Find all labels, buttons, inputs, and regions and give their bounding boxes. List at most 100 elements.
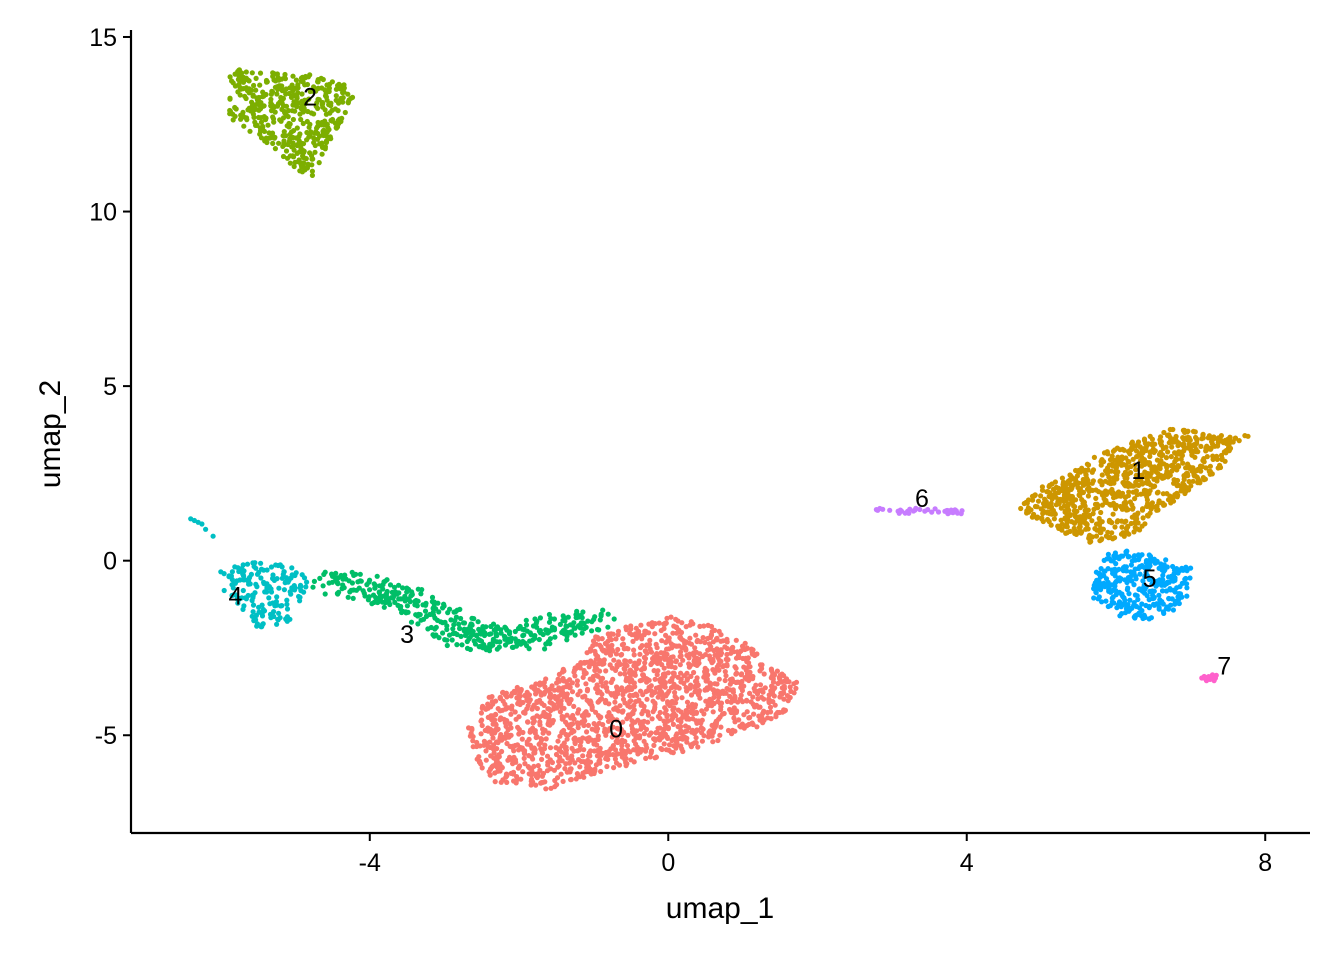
point-cluster-0 — [669, 712, 675, 719]
point-cluster-3 — [561, 630, 567, 636]
point-cluster-1 — [1112, 447, 1118, 453]
point-cluster-0 — [624, 716, 630, 722]
point-cluster-4 — [304, 579, 310, 585]
point-cluster-1 — [1163, 455, 1169, 461]
point-cluster-0 — [502, 717, 508, 723]
point-cluster-0 — [674, 695, 680, 702]
point-cluster-2 — [300, 109, 306, 115]
point-cluster-2 — [304, 129, 310, 136]
point-cluster-3 — [444, 642, 450, 649]
point-cluster-2 — [321, 132, 327, 139]
point-cluster-0 — [681, 733, 687, 740]
cluster-label-0: 0 — [609, 715, 623, 743]
point-cluster-4 — [254, 621, 260, 627]
point-cluster-1 — [1108, 502, 1114, 508]
point-cluster-0 — [478, 710, 484, 716]
point-cluster-5 — [1104, 556, 1110, 562]
point-cluster-1 — [1150, 441, 1156, 447]
point-cluster-5 — [1187, 575, 1193, 581]
point-cluster-4 — [303, 584, 309, 590]
point-cluster-3 — [573, 614, 580, 621]
point-cluster-0 — [686, 640, 692, 646]
point-cluster-3 — [477, 637, 483, 644]
point-cluster-3 — [471, 616, 477, 622]
point-cluster-1 — [1131, 529, 1137, 535]
point-cluster-5 — [1172, 598, 1178, 604]
point-cluster-0 — [491, 742, 497, 748]
point-cluster-0 — [686, 725, 692, 731]
point-cluster-0 — [674, 731, 680, 737]
point-cluster-4 — [289, 565, 295, 571]
point-cluster-1 — [1042, 496, 1048, 502]
point-cluster-1 — [1077, 505, 1083, 511]
point-cluster-0 — [708, 701, 714, 707]
point-cluster-5 — [1105, 603, 1111, 610]
point-cluster-0 — [645, 712, 652, 718]
point-cluster-3 — [392, 589, 399, 595]
point-cluster-0 — [508, 711, 514, 717]
point-cluster-3 — [364, 582, 370, 588]
point-cluster-0 — [592, 648, 598, 655]
point-cluster-4 — [226, 574, 232, 580]
cluster-7-points — [1199, 672, 1219, 684]
point-cluster-1 — [1089, 487, 1096, 493]
point-cluster-0 — [521, 750, 528, 756]
point-cluster-1 — [1084, 481, 1090, 487]
point-cluster-0 — [708, 623, 715, 630]
point-cluster-0 — [690, 621, 696, 627]
point-cluster-1 — [1140, 459, 1147, 465]
point-cluster-0 — [687, 635, 693, 641]
point-cluster-3 — [408, 619, 415, 625]
cluster-label-2: 2 — [303, 83, 317, 111]
point-cluster-1 — [1180, 427, 1186, 433]
point-cluster-0 — [724, 651, 730, 658]
point-cluster-2 — [301, 149, 307, 156]
point-cluster-3 — [440, 630, 446, 636]
point-cluster-0 — [704, 676, 710, 682]
point-cluster-0 — [470, 744, 476, 750]
point-cluster-3 — [527, 630, 533, 636]
point-cluster-0 — [673, 659, 679, 665]
point-cluster-1 — [1130, 456, 1136, 462]
point-cluster-0 — [620, 719, 626, 725]
point-cluster-0 — [623, 760, 629, 766]
point-cluster-0 — [497, 768, 503, 774]
point-cluster-3 — [429, 599, 435, 605]
point-cluster-2 — [345, 91, 351, 97]
point-cluster-0 — [591, 741, 597, 747]
point-cluster-0 — [705, 647, 711, 653]
point-cluster-5 — [1166, 595, 1172, 602]
point-cluster-1 — [1093, 521, 1100, 527]
point-cluster-0 — [757, 704, 763, 710]
point-cluster-1 — [1154, 490, 1160, 496]
point-cluster-0 — [676, 685, 682, 691]
point-cluster-3 — [405, 609, 411, 615]
point-cluster-3 — [520, 638, 526, 645]
point-cluster-3 — [332, 574, 338, 580]
point-cluster-3 — [557, 621, 564, 628]
point-cluster-0 — [673, 739, 679, 745]
x-tick-label: 0 — [661, 849, 675, 877]
point-cluster-5 — [1147, 588, 1153, 595]
point-cluster-3 — [503, 625, 509, 631]
point-cluster-0 — [739, 643, 746, 649]
point-cluster-3 — [479, 626, 485, 632]
point-cluster-0 — [571, 728, 577, 734]
point-cluster-0 — [659, 638, 665, 644]
point-cluster-6 — [917, 506, 923, 513]
point-cluster-0 — [569, 689, 576, 695]
point-cluster-0 — [647, 646, 653, 652]
point-cluster-3 — [430, 605, 436, 612]
point-cluster-0 — [643, 726, 650, 733]
point-cluster-3 — [397, 606, 403, 612]
point-cluster-5 — [1146, 576, 1152, 583]
point-cluster-0 — [539, 756, 545, 763]
point-cluster-2 — [240, 86, 246, 92]
point-cluster-4 — [233, 592, 239, 598]
point-cluster-0 — [756, 713, 762, 719]
point-cluster-7 — [1202, 674, 1208, 681]
point-cluster-0 — [489, 717, 495, 723]
point-cluster-5 — [1177, 591, 1184, 597]
point-cluster-1 — [1191, 473, 1197, 479]
point-cluster-0 — [599, 636, 605, 642]
